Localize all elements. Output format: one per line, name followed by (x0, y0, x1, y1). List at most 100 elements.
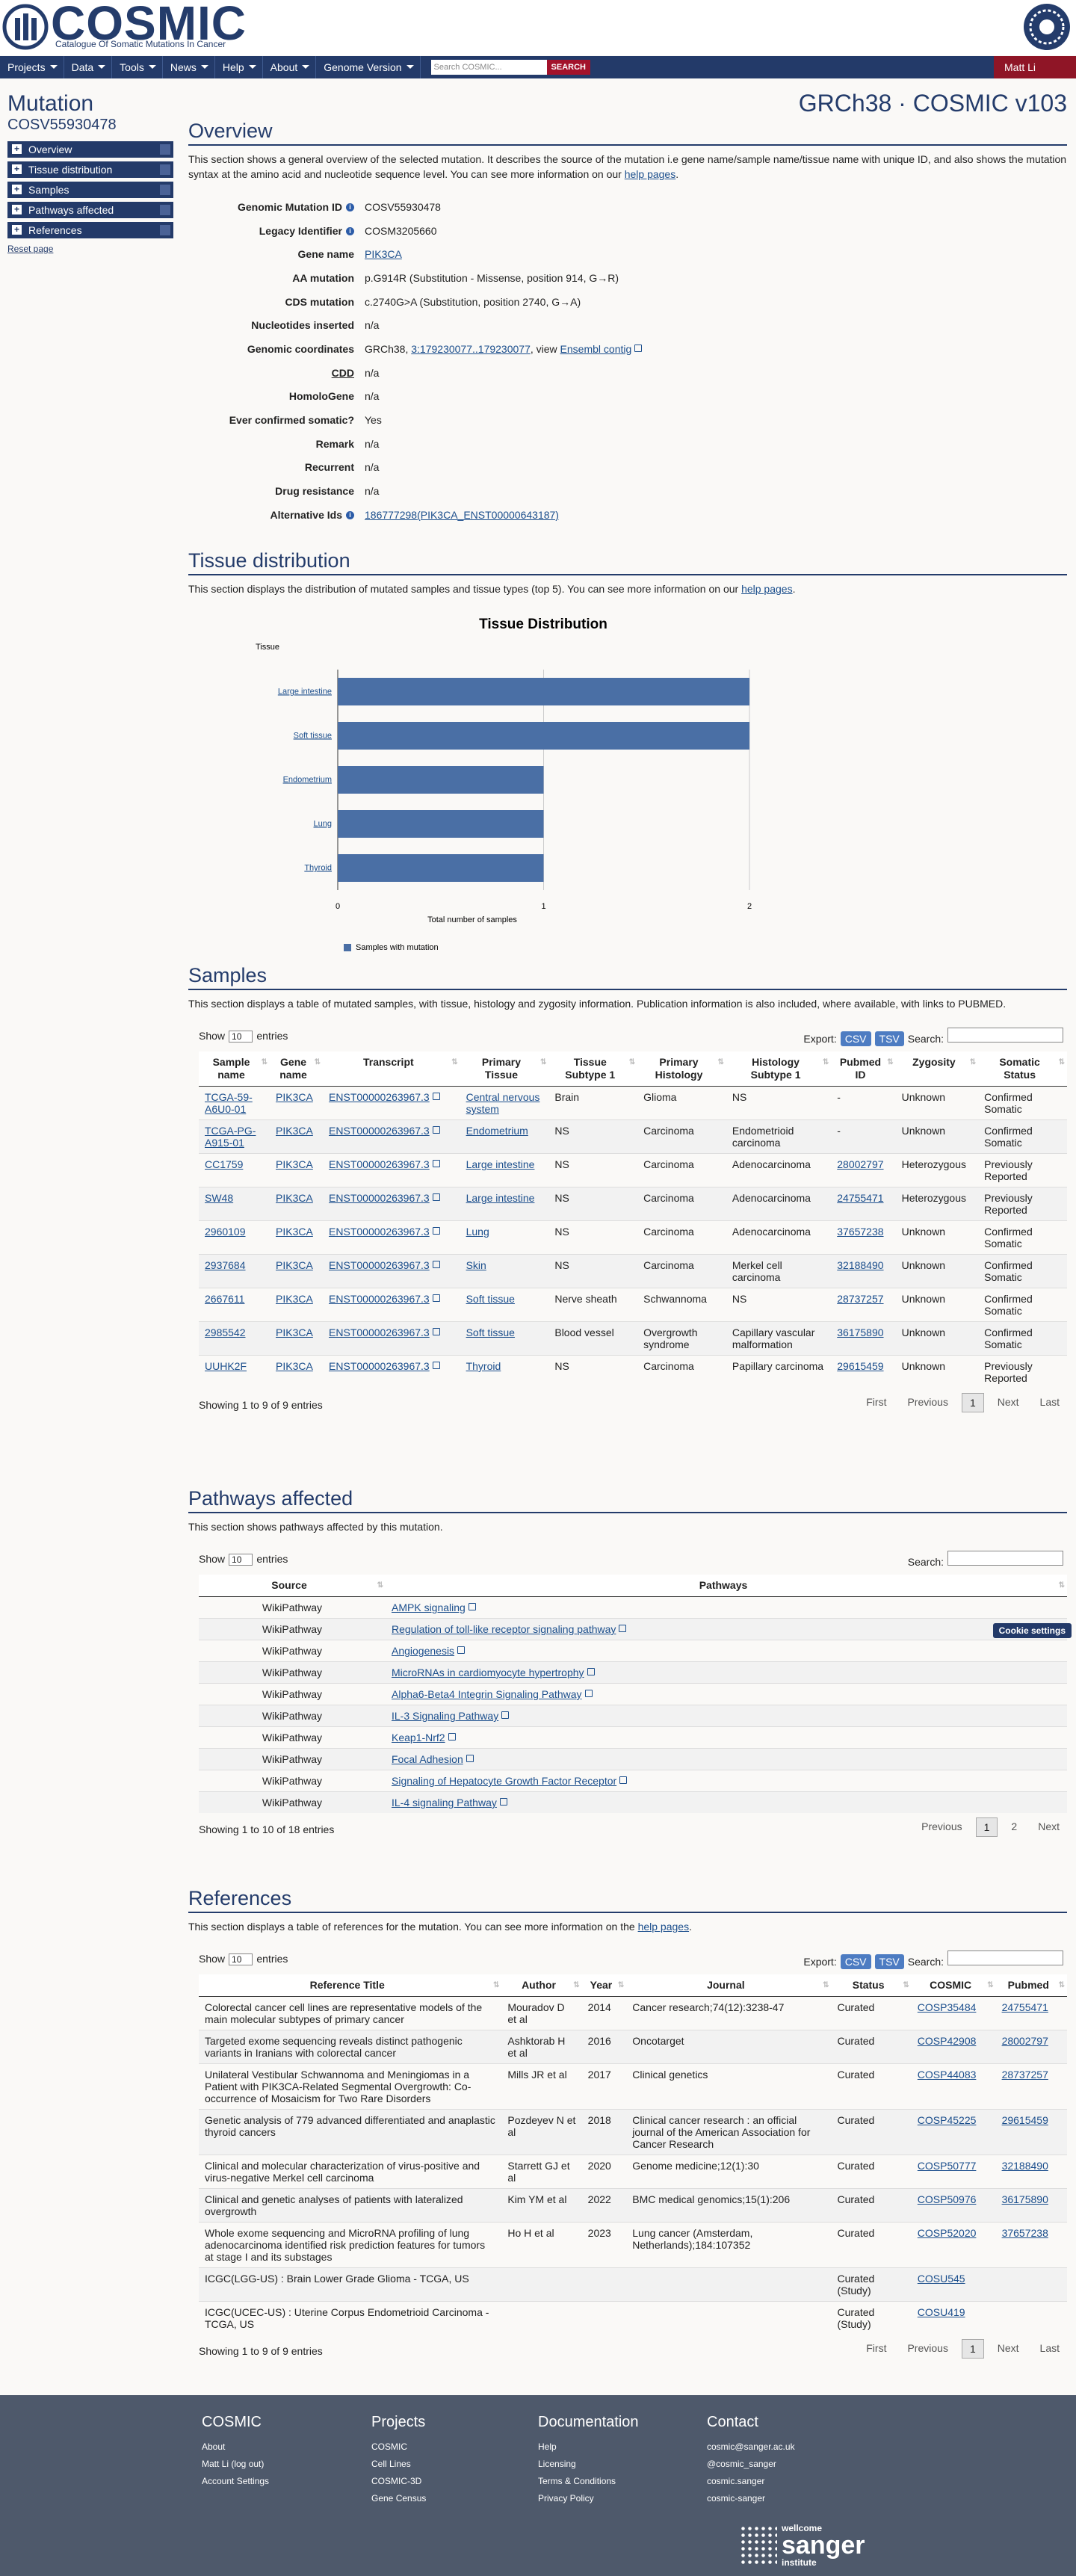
cell-link[interactable]: PIK3CA (276, 1125, 313, 1137)
cell-link[interactable]: 29615459 (837, 1360, 884, 1372)
cell-link[interactable]: ENST00000263967.3 (329, 1293, 440, 1305)
column-header[interactable]: Status (831, 1974, 912, 1997)
intro-link[interactable]: help pages (624, 168, 676, 180)
sidebar-link[interactable]: Overview (7, 141, 173, 158)
column-header[interactable]: Source (199, 1575, 386, 1597)
page-button[interactable]: Previous (921, 1820, 962, 1832)
page-button[interactable]: Next (1038, 1820, 1060, 1832)
cell-link[interactable]: Regulation of toll-like receptor signali… (392, 1623, 626, 1635)
sidebar-link[interactable]: Tissue distribution (7, 161, 173, 178)
cell-link[interactable]: COSU545 (917, 2273, 965, 2285)
nav-item[interactable]: News (163, 56, 215, 78)
cell-link[interactable]: Large intestine (466, 1192, 535, 1204)
cell-link[interactable]: ENST00000263967.3 (329, 1091, 440, 1103)
cell-link[interactable]: PIK3CA (276, 1192, 313, 1204)
column-header[interactable]: Author (501, 1974, 582, 1997)
nav-item[interactable]: Projects (0, 56, 64, 78)
cell-link[interactable]: PIK3CA (276, 1158, 313, 1170)
length-select[interactable]: 10 (229, 1553, 253, 1566)
reset-link[interactable]: Reset page (7, 244, 54, 254)
search-button[interactable]: SEARCH (546, 60, 590, 75)
intro-link[interactable]: help pages (637, 1921, 690, 1933)
column-header[interactable]: Pubmed ID (831, 1051, 896, 1087)
footer-link[interactable]: Privacy Policy (538, 2493, 594, 2504)
cell-link[interactable]: 28002797 (837, 1158, 884, 1170)
cell-link[interactable]: 24755471 (837, 1192, 884, 1204)
nav-item[interactable]: Genome Version (316, 56, 421, 78)
cell-link[interactable]: 29615459 (1001, 2114, 1048, 2126)
column-header[interactable]: Pubmed (995, 1974, 1067, 1997)
cell-link[interactable]: COSP35484 (917, 2001, 977, 2013)
sidebar-link[interactable]: Samples (7, 182, 173, 198)
cell-link[interactable]: COSP42908 (917, 2035, 977, 2047)
column-header[interactable]: Histology Subtype 1 (726, 1051, 832, 1087)
page-button[interactable]: Last (1039, 2342, 1060, 2354)
page-button[interactable]: First (866, 1396, 887, 1408)
cell-link[interactable]: Central nervous system (466, 1091, 540, 1115)
column-header[interactable]: Primary Tissue (460, 1051, 549, 1087)
page-button[interactable]: Next (997, 2342, 1019, 2354)
cell-link[interactable]: PIK3CA (276, 1326, 313, 1338)
cell-link[interactable]: IL-4 signaling Pathway (392, 1797, 507, 1809)
column-header[interactable]: Zygosity (895, 1051, 979, 1087)
cell-link[interactable]: 32188490 (837, 1259, 884, 1271)
cell-link[interactable]: PIK3CA (276, 1091, 313, 1103)
intro-link[interactable]: help pages (741, 583, 793, 595)
cell-link[interactable]: 2667611 (205, 1293, 245, 1305)
page-button[interactable]: 1 (961, 1393, 984, 1412)
footer-link[interactable]: COSMIC (371, 2441, 407, 2452)
cell-link[interactable]: 2937684 (205, 1259, 246, 1271)
cell-link[interactable]: ENST00000263967.3 (329, 1360, 440, 1372)
page-button[interactable]: Previous (907, 2342, 948, 2354)
cell-link[interactable]: 24755471 (1001, 2001, 1048, 2013)
cookie-settings[interactable]: Cookie settings (992, 1623, 1072, 1638)
footer-link[interactable]: cosmic-sanger (707, 2493, 766, 2504)
cell-link[interactable]: ENST00000263967.3 (329, 1158, 440, 1170)
nav-item[interactable]: Data (64, 56, 113, 78)
cell-link[interactable]: 36175890 (837, 1326, 884, 1338)
footer-link[interactable]: Account Settings (202, 2476, 270, 2486)
search-input[interactable]: Search COSMIC... (430, 60, 547, 75)
cell-link[interactable]: ENST00000263967.3 (329, 1326, 440, 1338)
value-link[interactable]: PIK3CA (365, 248, 402, 261)
cell-link[interactable]: PIK3CA (276, 1259, 313, 1271)
cell-link[interactable]: 37657238 (837, 1226, 884, 1238)
cell-link[interactable]: Endometrium (466, 1125, 528, 1137)
cell-link[interactable]: Soft tissue (466, 1326, 515, 1338)
cell-link[interactable]: COSP44083 (917, 2069, 977, 2081)
page-button[interactable]: 1 (961, 2339, 984, 2359)
cell-link[interactable]: Large intestine (466, 1158, 535, 1170)
nav-item[interactable]: Help (215, 56, 263, 78)
footer-link[interactable]: About (202, 2441, 226, 2452)
page-button[interactable]: Last (1039, 1396, 1060, 1408)
column-header[interactable]: COSMIC (911, 1974, 996, 1997)
search-box[interactable] (947, 1027, 1063, 1043)
cell-link[interactable]: 36175890 (1001, 2193, 1048, 2205)
value-link[interactable]: 3:179230077..179230077 (411, 342, 531, 355)
cell-link[interactable]: 32188490 (1001, 2160, 1048, 2172)
cell-link[interactable]: ENST00000263967.3 (329, 1125, 440, 1137)
search-box[interactable] (947, 1950, 1063, 1965)
cell-link[interactable]: COSP45225 (917, 2114, 977, 2126)
footer-link[interactable]: Matt Li (log out) (202, 2459, 265, 2469)
column-header[interactable]: Reference Title (199, 1974, 502, 1997)
cell-link[interactable]: 37657238 (1001, 2227, 1048, 2239)
search-box[interactable] (947, 1550, 1063, 1566)
nav-item[interactable]: Tools (112, 56, 163, 78)
cell-link[interactable]: 2960109 (205, 1226, 246, 1238)
cell-link[interactable]: Thyroid (466, 1360, 501, 1372)
column-header[interactable]: Pathways (386, 1575, 1067, 1597)
user-menu[interactable]: Matt Li (994, 56, 1076, 78)
cell-link[interactable]: Skin (466, 1259, 486, 1271)
export-tsv[interactable]: TSV (874, 1031, 904, 1046)
page-button[interactable]: Next (997, 1396, 1019, 1408)
cell-link[interactable]: TCGA-PG-A915-01 (205, 1125, 256, 1149)
length-select[interactable]: 10 (229, 1030, 253, 1043)
value-link[interactable]: 186777298(PIK3CA_ENST00000643187) (365, 508, 559, 521)
cell-link[interactable]: Keap1-Nrf2 (392, 1732, 456, 1743)
cell-link[interactable]: COSP50976 (917, 2193, 977, 2205)
cell-link[interactable]: UUHK2F (205, 1360, 247, 1372)
page-button[interactable]: Previous (907, 1396, 948, 1408)
length-select[interactable]: 10 (229, 1953, 253, 1965)
column-header[interactable]: Year (581, 1974, 627, 1997)
